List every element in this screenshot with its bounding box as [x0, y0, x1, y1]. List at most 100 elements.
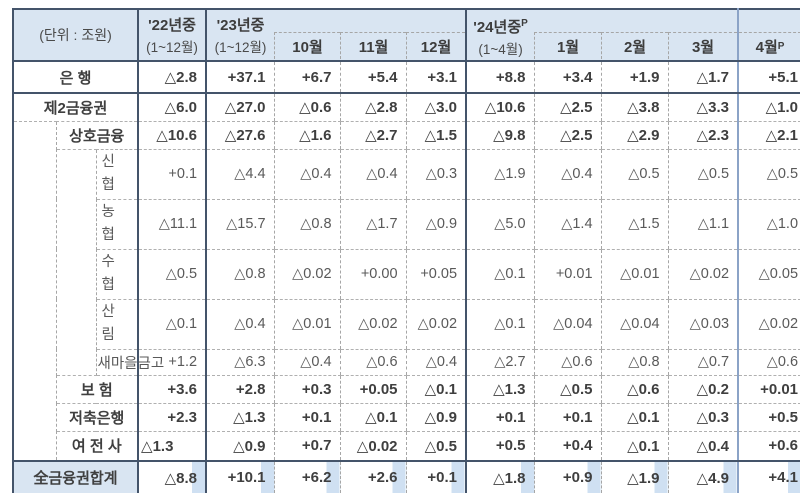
value-cell: +0.5 — [737, 403, 800, 432]
value-cell: △0.3 — [667, 403, 739, 432]
col-jan-header: 1월 — [534, 9, 602, 62]
value-cell: △2.7 — [339, 121, 407, 150]
value-cell: △1.9 — [600, 461, 669, 493]
value-cell: △0.4 — [667, 431, 739, 462]
value-cell: △15.7 — [205, 199, 275, 250]
col-nov-header: 11월 — [340, 9, 407, 62]
value-cell: +0.6 — [737, 431, 800, 462]
value-cell: △0.4 — [273, 149, 341, 200]
value-cell: +0.01 — [737, 375, 800, 404]
col-apr-header: 4월 P — [737, 9, 800, 62]
value-cell: △10.6 — [137, 121, 207, 150]
value-cell: +10.1 — [205, 461, 275, 493]
row-nonbank: 제2금융권 △6.0 △27.0 △0.6 △2.8 △3.0 △10.6 △2… — [13, 93, 800, 122]
value-cell: +3.6 — [137, 375, 207, 404]
value-cell: △0.4 — [205, 299, 275, 350]
indent-spacer — [13, 121, 57, 462]
value-cell: △0.6 — [273, 93, 341, 122]
col-oct-label: 10월 — [274, 32, 341, 59]
value-cell: △0.4 — [339, 149, 407, 200]
value-cell: △0.5 — [737, 149, 800, 200]
value-cell: △2.5 — [533, 93, 602, 122]
value-cell: △11.1 — [137, 199, 207, 250]
value-cell: +0.1 — [405, 461, 467, 493]
value-cell: +1.2 — [137, 349, 207, 376]
value-cell: △0.9 — [405, 403, 467, 432]
value-cell: +8.8 — [465, 61, 535, 94]
row-bank: 은 행 △2.8 +37.1 +6.7 +5.4 +3.1 +8.8 +3.4 … — [13, 61, 800, 94]
value-cell: △0.04 — [533, 299, 602, 350]
value-cell: △0.4 — [273, 349, 341, 376]
value-cell: △1.5 — [405, 121, 467, 150]
value-cell: △0.2 — [667, 375, 739, 404]
value-cell: +0.7 — [273, 431, 341, 462]
value-cell: +2.6 — [339, 461, 407, 493]
row-label: 저축은행 — [55, 403, 139, 432]
value-cell: △6.3 — [205, 349, 275, 376]
row-mutual-finance: 상호금융 △10.6 △27.6 △1.6 △2.7 △1.5 △9.8 △2.… — [13, 121, 800, 462]
value-cell: +3.1 — [405, 61, 467, 94]
value-cell: △0.1 — [465, 249, 535, 300]
value-cell: △0.02 — [405, 299, 467, 350]
value-cell: △0.6 — [339, 349, 407, 376]
value-cell: △0.01 — [600, 249, 669, 300]
value-cell: △0.6 — [600, 375, 669, 404]
value-cell: +0.1 — [273, 403, 341, 432]
value-cell: △6.0 — [137, 93, 207, 122]
value-cell: +5.1 — [737, 61, 800, 94]
value-cell: △0.02 — [667, 249, 739, 300]
value-cell: △0.8 — [205, 249, 275, 300]
col-mar-label: 3월 — [668, 32, 738, 59]
value-cell: △0.5 — [533, 375, 602, 404]
value-cell: △3.8 — [600, 93, 669, 122]
row-saemaul: 새마을금고 +1.2 △6.3 △0.4 △0.6 △0.4 △2.7 △0.6… — [13, 349, 800, 376]
col-oct-header: 10월 — [274, 9, 341, 62]
value-cell: △0.03 — [667, 299, 739, 350]
row-label: 제2금융권 — [13, 93, 139, 122]
col-2024-sub: (1~4월) — [478, 41, 523, 57]
value-cell: +0.4 — [533, 431, 602, 462]
value-cell: △1.3 — [465, 375, 535, 404]
value-cell: +0.1 — [533, 403, 602, 432]
value-cell: +4.1 — [737, 461, 800, 493]
row-total: 全금융권합계 △8.8 +10.1 +6.2 +2.6 +0.1 △1.8 +0… — [13, 461, 800, 493]
value-cell: +3.4 — [533, 61, 602, 94]
value-cell: △5.0 — [465, 199, 535, 250]
value-cell: △0.04 — [600, 299, 669, 350]
col-dec-label: 12월 — [406, 32, 466, 59]
row-savings-bank: 저축은행 +2.3 △1.3 +0.1 △0.1 △0.9 +0.1 +0.1 … — [13, 403, 800, 432]
value-cell: +37.1 — [205, 61, 275, 94]
value-cell: △1.0 — [737, 93, 800, 122]
col-2023-title: '23년중 — [216, 16, 265, 34]
value-cell: △0.4 — [405, 349, 467, 376]
row-label: 여 전 사 — [55, 431, 139, 462]
row-label: 상호금융 — [55, 121, 139, 150]
col-feb-header: 2월 — [601, 9, 669, 62]
col-2023-header: '23년중 (1~12월) — [205, 9, 275, 62]
value-cell: △0.1 — [137, 299, 207, 350]
value-cell: △4.4 — [205, 149, 275, 200]
row-label: 全금융권합계 — [13, 461, 139, 493]
value-cell: △2.5 — [533, 121, 602, 150]
value-cell: △2.7 — [465, 349, 535, 376]
value-cell: △0.1 — [405, 375, 467, 404]
value-cell: △1.3 — [137, 431, 207, 462]
value-cell: △0.02 — [737, 299, 800, 350]
value-cell: △1.7 — [667, 61, 739, 94]
statistics-table: (단위 : 조원) '22년중 (1~12월) '23년중 (1~12월) 10… — [12, 8, 800, 493]
row-label: 보 험 — [55, 375, 139, 404]
indent-spacer — [56, 149, 97, 376]
value-cell: +5.4 — [339, 61, 407, 94]
col-2022-sub: (1~12월) — [146, 39, 198, 55]
header-row: (단위 : 조원) '22년중 (1~12월) '23년중 (1~12월) 10… — [13, 9, 800, 62]
col-2024-header: '24년중P (1~4월) — [465, 9, 535, 62]
loans-statistics-table-wrap: (단위 : 조원) '22년중 (1~12월) '23년중 (1~12월) 10… — [12, 8, 800, 493]
col-feb-label: 2월 — [601, 32, 669, 59]
value-cell: △0.5 — [137, 249, 207, 300]
value-cell: +0.9 — [533, 461, 602, 493]
value-cell: +0.1 — [465, 403, 535, 432]
value-cell: △0.5 — [667, 149, 739, 200]
